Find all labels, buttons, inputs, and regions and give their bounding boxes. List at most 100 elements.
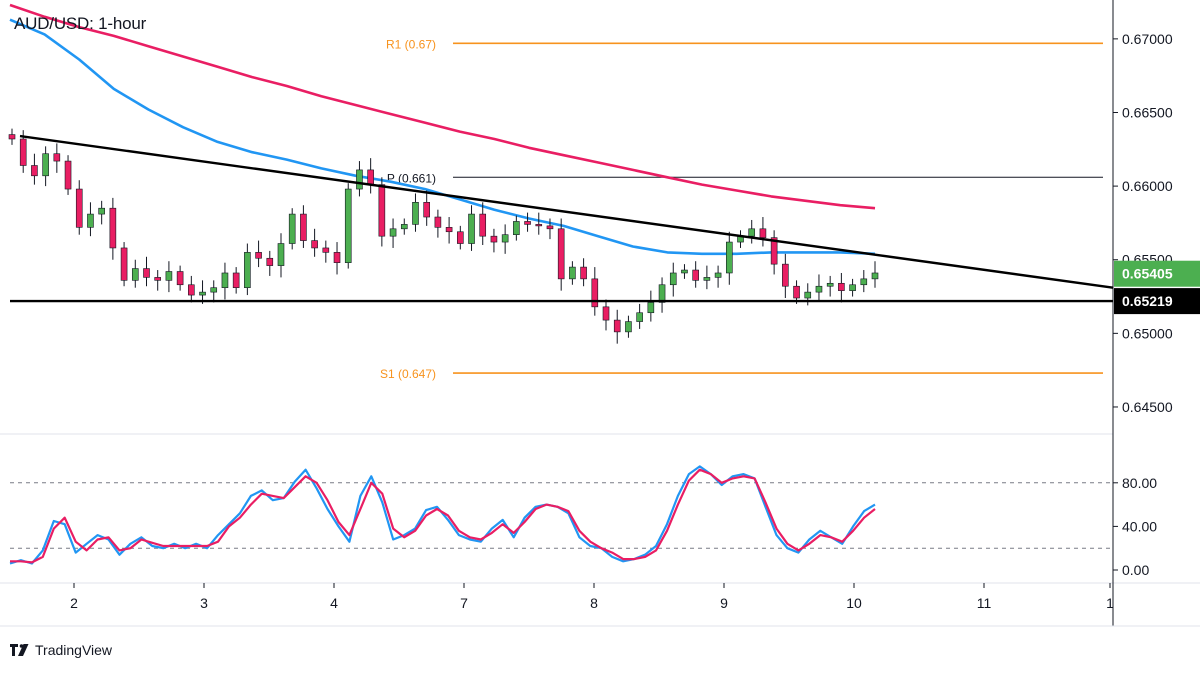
candle-body <box>445 227 453 233</box>
pivot-level-label: P (0.661) <box>387 171 436 185</box>
candle-body <box>344 188 352 263</box>
candle-body <box>871 272 879 280</box>
time-tick-label: 3 <box>200 595 208 611</box>
candle-body <box>602 306 610 321</box>
candle-body <box>221 272 229 289</box>
candle-body <box>199 291 206 296</box>
candle-body <box>300 213 307 241</box>
time-tick-label: 1 <box>1106 595 1114 611</box>
candle-body <box>647 302 655 314</box>
candle-body <box>232 272 240 289</box>
candle-body <box>64 160 72 190</box>
candle-body <box>389 228 397 237</box>
candle-body <box>782 263 789 287</box>
candle-body <box>53 153 61 162</box>
candle-body <box>849 284 856 291</box>
moving-average-line <box>9 3 876 210</box>
support-price-label: 0.65219 <box>1122 293 1173 309</box>
tradingview-logo-icon <box>10 644 29 656</box>
current-price-label: 0.65405 <box>1122 266 1173 282</box>
candle-body <box>333 252 341 263</box>
stochastic-line <box>9 465 876 565</box>
time-tick-label: 11 <box>977 595 992 611</box>
candle-body <box>468 213 475 244</box>
stochastic-line <box>10 468 876 564</box>
candle-body <box>356 169 363 190</box>
candle-body <box>524 221 531 225</box>
tradingview-brand[interactable]: TradingView <box>10 642 112 658</box>
candle-body <box>658 284 666 303</box>
candle-body <box>31 165 38 177</box>
time-tick-label: 2 <box>70 595 78 611</box>
candle-body <box>490 235 498 243</box>
candle-body <box>165 271 173 281</box>
candle-body <box>42 153 49 177</box>
candle-body <box>288 213 296 244</box>
time-tick-label: 9 <box>720 595 728 611</box>
candle-body <box>692 269 699 281</box>
candle-body <box>569 266 576 280</box>
price-tick-label: 0.67000 <box>1122 31 1173 47</box>
osc-tick-label: 0.00 <box>1122 562 1149 578</box>
price-tick-label: 0.66000 <box>1122 178 1173 194</box>
support-price-tag <box>1114 288 1200 315</box>
candle-body <box>759 228 767 238</box>
candle-body <box>266 257 274 266</box>
time-tick-label: 10 <box>846 595 862 611</box>
candle-body <box>815 285 823 293</box>
time-tick-label: 4 <box>330 595 338 611</box>
price-tick-label: 0.64500 <box>1122 399 1173 415</box>
candle-body <box>434 216 442 228</box>
candle-body <box>501 234 509 243</box>
chart-title: AUD/USD: 1-hour <box>14 14 147 33</box>
candle-body <box>479 213 487 237</box>
candle-body <box>613 319 621 333</box>
candle-body <box>19 138 27 166</box>
candle-body <box>580 266 587 280</box>
candle-body <box>210 287 218 293</box>
osc-tick-label: 40.00 <box>1122 518 1157 534</box>
trendline <box>19 134 1114 289</box>
candle-body <box>277 243 285 266</box>
candle-body <box>826 282 834 287</box>
candle-body <box>625 321 632 333</box>
price-tick-label: 0.65000 <box>1122 325 1173 341</box>
candle-body <box>87 213 94 228</box>
candle-body <box>400 224 408 230</box>
candle-body <box>8 134 16 140</box>
current-price-tag <box>1114 260 1200 287</box>
candle-body <box>378 184 386 237</box>
candle-body <box>535 224 543 227</box>
candle-body <box>681 269 688 274</box>
candle-body <box>143 268 150 278</box>
candle-body <box>636 312 643 322</box>
candle-body <box>703 277 711 281</box>
candle-body <box>109 207 117 249</box>
candle-body <box>591 278 599 308</box>
time-tick-label: 8 <box>590 595 598 611</box>
candle-body <box>75 188 83 228</box>
candle-body <box>176 271 184 286</box>
candle-body <box>513 221 520 235</box>
pivot-level-label: S1 (0.647) <box>380 367 436 381</box>
candle-body <box>120 247 128 281</box>
brand-name: TradingView <box>35 642 113 658</box>
candle-body <box>367 169 374 185</box>
candle-body <box>725 241 733 274</box>
candle-body <box>804 291 812 299</box>
candle-body <box>322 247 330 253</box>
candle-body <box>748 228 756 237</box>
candle-body <box>131 268 139 281</box>
candle-body <box>188 284 195 296</box>
candle-body <box>793 285 800 299</box>
candle-body <box>412 202 419 225</box>
pivot-level-label: R1 (0.67) <box>386 37 436 51</box>
candle-body <box>546 225 554 230</box>
candle-body <box>714 272 722 278</box>
candle-body <box>669 272 677 286</box>
candle-body <box>311 240 318 249</box>
candle-body <box>423 202 430 218</box>
candle-body <box>244 252 251 289</box>
